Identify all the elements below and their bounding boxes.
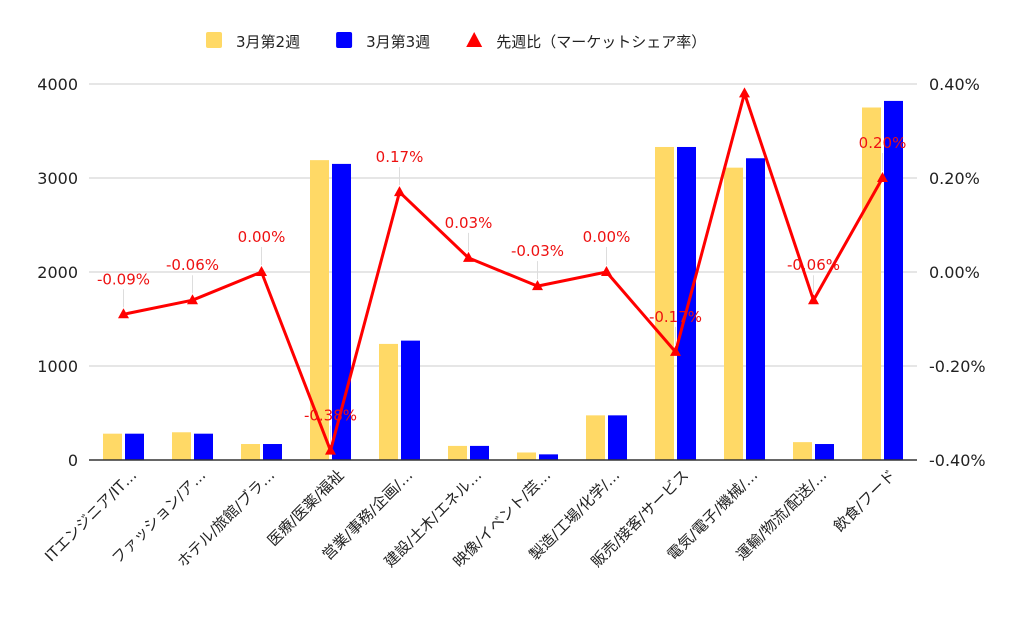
data-label: -0.06% xyxy=(787,256,840,274)
bar-2 xyxy=(608,415,627,460)
bars xyxy=(103,100,903,461)
data-label: -0.06% xyxy=(166,256,219,274)
bar-1 xyxy=(793,442,812,460)
right-tick-label: -0.40% xyxy=(929,451,986,470)
data-label: -0.09% xyxy=(97,270,150,288)
bar-2 xyxy=(884,100,903,461)
legend-swatch xyxy=(336,32,353,48)
left-tick-label: 2000 xyxy=(37,263,78,282)
bar-2 xyxy=(815,444,834,460)
bar-1 xyxy=(448,445,467,460)
bar-1 xyxy=(517,452,536,460)
legend-label: 3月第3週 xyxy=(366,33,430,51)
trend-line xyxy=(123,91,884,453)
bar-2 xyxy=(401,340,420,460)
bar-2 xyxy=(194,433,213,460)
data-label: 0.03% xyxy=(445,214,493,232)
bar-2 xyxy=(263,444,282,460)
data-label: -0.17% xyxy=(649,308,702,326)
category-label: 飲食/フード xyxy=(830,466,899,535)
bar-2 xyxy=(746,158,765,460)
bar-1 xyxy=(172,432,191,460)
left-tick-label: 1000 xyxy=(37,357,78,376)
data-label: 0.00% xyxy=(238,228,286,246)
bar-2 xyxy=(125,433,144,460)
category-labels: ITエンジニア/IT…ファッション/ア…ホテル/旅館/ブラ…医療/医薬/福祉営業… xyxy=(41,466,899,571)
bar-1 xyxy=(379,343,398,460)
line-point xyxy=(877,172,888,182)
bar-1 xyxy=(655,146,674,461)
legend-label: 3月第2週 xyxy=(236,33,300,51)
legend: 3月第2週 3月第3週 先週比（マーケットシェア率） xyxy=(206,32,706,51)
bar-2 xyxy=(539,454,558,460)
legend-swatch xyxy=(466,32,483,47)
data-labels: -0.09% -0.06% 0.00% -0.38% 0.17% 0.03% -0.03% 0… xyxy=(97,134,906,444)
bar-1 xyxy=(241,444,260,460)
line-point xyxy=(394,186,405,197)
line-point xyxy=(670,345,681,356)
bar-1 xyxy=(103,433,122,460)
right-tick-label: 0.40% xyxy=(929,75,980,94)
line-point xyxy=(187,294,198,305)
right-tick-label: -0.20% xyxy=(929,357,986,376)
right-tick-label: 0.00% xyxy=(929,263,980,282)
data-label: -0.03% xyxy=(511,242,564,260)
line-point xyxy=(739,87,750,98)
left-axis-ticks: 0 1000 2000 3000 4000 xyxy=(37,75,78,470)
left-tick-label: 3000 xyxy=(37,169,78,188)
data-label: 0.17% xyxy=(376,148,424,166)
line-point xyxy=(601,266,612,276)
line-point xyxy=(325,444,336,455)
legend-swatch xyxy=(206,32,222,48)
right-tick-label: 0.20% xyxy=(929,169,980,188)
line-point xyxy=(118,308,129,319)
bar-1 xyxy=(310,160,329,460)
bar-1 xyxy=(862,107,881,460)
line-point xyxy=(808,294,819,305)
legend-label: 先週比（マーケットシェア率） xyxy=(496,33,706,51)
left-tick-label: 0 xyxy=(68,451,78,470)
line-series xyxy=(118,87,888,455)
bar-2 xyxy=(470,445,489,460)
line-point xyxy=(256,266,267,276)
gridlines xyxy=(89,83,917,367)
line-point xyxy=(532,280,543,291)
data-label: 0.00% xyxy=(583,228,631,246)
line-point xyxy=(463,251,474,262)
bar-1 xyxy=(724,167,743,460)
bar-2 xyxy=(677,146,696,461)
data-label: 0.20% xyxy=(859,134,907,152)
left-tick-label: 4000 xyxy=(37,75,78,94)
data-label: -0.38% xyxy=(304,407,357,425)
bar-1 xyxy=(586,415,605,460)
right-axis-ticks: -0.40% -0.20% 0.00% 0.20% 0.40% xyxy=(929,75,986,470)
